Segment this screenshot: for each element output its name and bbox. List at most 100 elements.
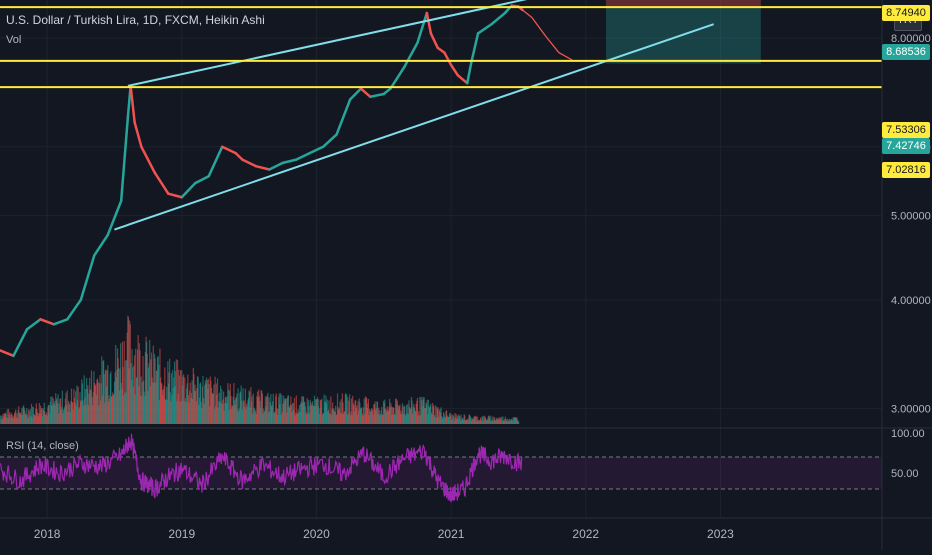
volume-bar (425, 402, 427, 424)
volume-bar (324, 402, 326, 424)
volume-bar (121, 389, 123, 424)
volume-bar (318, 399, 320, 424)
volume-bar (164, 400, 167, 424)
volume-bar (404, 406, 406, 424)
volume-bar (422, 396, 424, 424)
volume-bar (327, 411, 329, 424)
volume-bar (369, 409, 371, 424)
volume-bar (36, 412, 39, 424)
volume-bar (110, 396, 113, 424)
volume-bar (515, 417, 517, 424)
volume-bar (425, 404, 428, 424)
volume-bar (165, 398, 167, 424)
volume-bar (20, 415, 22, 424)
volume-bar (396, 400, 399, 424)
volume-bar (167, 361, 169, 424)
volume-bar (182, 376, 184, 424)
volume-bar (39, 405, 42, 424)
volume-bar (385, 412, 388, 424)
volume-bar (309, 413, 311, 424)
volume-bar (201, 407, 203, 424)
volume-bar (13, 416, 15, 424)
volume-bar (19, 412, 21, 424)
volume-bar (23, 407, 25, 424)
volume-bar (258, 396, 260, 424)
volume-bar (104, 402, 106, 424)
volume-bar (226, 403, 228, 424)
volume-bar (196, 387, 198, 424)
volume-bar (421, 400, 423, 424)
volume-bar (362, 407, 365, 424)
volume-bar (246, 406, 248, 424)
volume-bar (76, 400, 79, 424)
volume-bar (158, 400, 160, 424)
volume-bar (359, 408, 362, 424)
volume-bar (455, 417, 457, 424)
volume-bar (163, 385, 165, 424)
volume-bar (312, 405, 314, 424)
price-tag: 7.42746 (882, 138, 930, 154)
volume-bar (155, 370, 157, 424)
volume-bar (98, 383, 100, 424)
volume-bar (422, 399, 425, 424)
volume-bar (498, 417, 500, 424)
price-segment (308, 145, 325, 155)
volume-bar (89, 377, 91, 424)
volume-bar (249, 391, 251, 424)
volume-bar (30, 403, 33, 424)
volume-bar (382, 400, 385, 424)
volume-bar (405, 414, 407, 424)
volume-bar (361, 407, 363, 424)
volume-bar (333, 408, 335, 424)
volume-bar (150, 359, 152, 424)
volume-bar (235, 397, 237, 424)
volume-bar (394, 414, 396, 424)
volume-bar (301, 402, 303, 424)
volume-bar (75, 405, 77, 424)
volume-bar (190, 392, 193, 424)
volume-bar (187, 374, 189, 424)
volume-bar (252, 393, 254, 424)
volume-bar (270, 406, 273, 424)
volume-bar (30, 416, 32, 424)
volume-bar (304, 401, 306, 424)
volume-bar (417, 415, 419, 424)
volume-bar (224, 397, 227, 424)
volume-bar (50, 396, 52, 424)
volume-bar (79, 392, 81, 424)
volume-bar (261, 391, 263, 424)
volume-bar (464, 420, 466, 424)
volume-bar (78, 407, 80, 424)
volume-bar (386, 406, 388, 424)
volume-bar (108, 395, 110, 424)
volume-bar (120, 382, 122, 424)
volume-bar (418, 415, 420, 424)
volume-bar (239, 391, 242, 424)
volume-bar (206, 379, 208, 424)
volume-bar (306, 412, 308, 424)
volume-bar (320, 400, 322, 424)
volume-bar (331, 408, 333, 424)
volume-bar (383, 403, 385, 424)
volume-bar (1, 419, 4, 424)
volume-bar (365, 397, 368, 424)
volume-bar (59, 398, 62, 424)
volume-bar (235, 398, 237, 424)
volume-bar (452, 417, 454, 424)
volume-bar (475, 415, 477, 424)
volume-bar (114, 372, 116, 424)
volume-bar (452, 415, 454, 424)
volume-bar (146, 353, 148, 424)
volume-bar (262, 413, 264, 424)
volume-bar (285, 398, 287, 424)
x-tick-label: 2021 (438, 527, 465, 541)
volume-bar (179, 370, 182, 424)
volume-bar (441, 416, 443, 424)
volume-bar (411, 400, 413, 424)
volume-bar (372, 414, 374, 424)
volume-bar (241, 400, 243, 424)
volume-bar (477, 419, 479, 424)
volume-bar (209, 376, 211, 424)
